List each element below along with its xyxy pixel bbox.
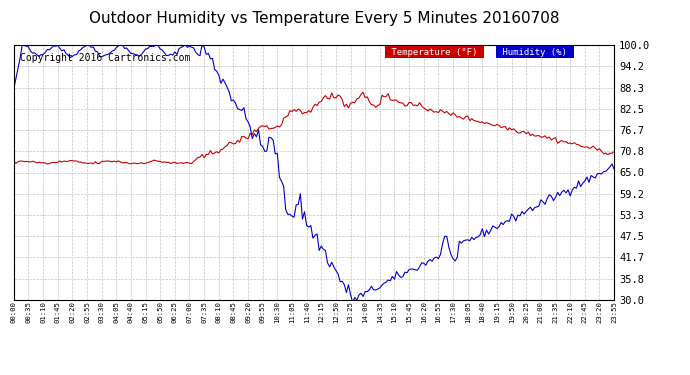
Text: Humidity (%): Humidity (%) bbox=[497, 48, 572, 57]
Text: Temperature (°F): Temperature (°F) bbox=[386, 48, 483, 57]
Text: Copyright 2016 Cartronics.com: Copyright 2016 Cartronics.com bbox=[20, 53, 190, 63]
Text: Outdoor Humidity vs Temperature Every 5 Minutes 20160708: Outdoor Humidity vs Temperature Every 5 … bbox=[89, 11, 560, 26]
